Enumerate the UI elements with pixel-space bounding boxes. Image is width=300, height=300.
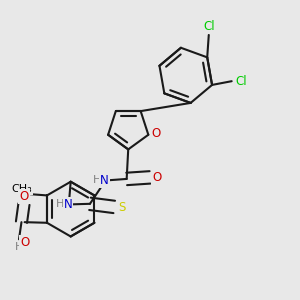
Text: S: S: [118, 201, 125, 214]
Text: O: O: [152, 171, 161, 184]
Text: N: N: [64, 198, 72, 211]
Text: O: O: [152, 127, 161, 140]
Text: Cl: Cl: [235, 75, 247, 88]
Text: CH₃: CH₃: [11, 184, 32, 194]
Text: O: O: [20, 236, 29, 249]
Text: Cl: Cl: [203, 20, 214, 33]
Text: O: O: [19, 190, 28, 203]
Text: H: H: [56, 199, 64, 208]
Text: H: H: [93, 175, 101, 184]
Text: N: N: [100, 174, 109, 187]
Text: H: H: [15, 242, 23, 252]
